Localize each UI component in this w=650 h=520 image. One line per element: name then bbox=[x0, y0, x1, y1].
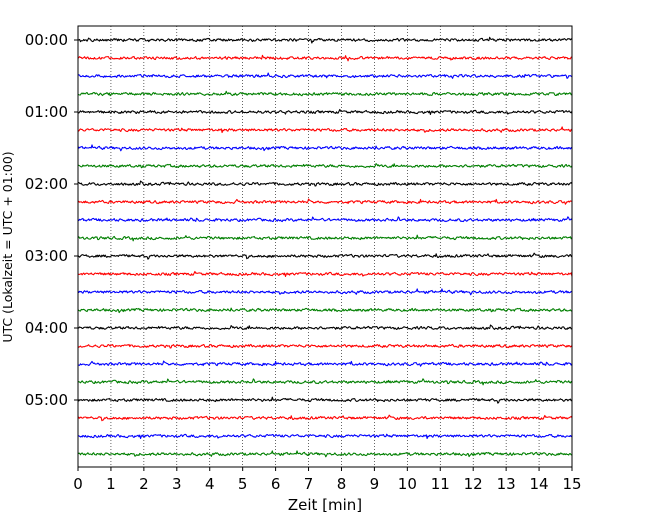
trace-0115 bbox=[77, 126, 573, 134]
x-tick-label: 5 bbox=[238, 475, 248, 493]
y-tick-label: 02:00 bbox=[25, 175, 68, 193]
trace-0530 bbox=[77, 433, 573, 440]
trace-0130 bbox=[77, 144, 573, 152]
trace-0400 bbox=[77, 324, 573, 330]
trace-0300 bbox=[77, 252, 573, 260]
y-axis-label: UTC (Lokalzeit = UTC + 01:00) bbox=[0, 151, 15, 342]
trace-0415 bbox=[77, 343, 573, 349]
y-tick-label: 01:00 bbox=[25, 103, 68, 121]
seismogram-traces bbox=[77, 36, 573, 458]
y-tick-label: 04:00 bbox=[25, 319, 68, 337]
trace-0315 bbox=[77, 270, 573, 278]
trace-0445 bbox=[77, 378, 573, 386]
x-tick-label: 13 bbox=[497, 475, 516, 493]
y-tick-label: 05:00 bbox=[25, 391, 68, 409]
trace-0345 bbox=[77, 307, 573, 314]
trace-0215 bbox=[77, 198, 573, 205]
x-tick-label: 8 bbox=[337, 475, 347, 493]
x-tick-label: 14 bbox=[530, 475, 549, 493]
trace-0245 bbox=[77, 234, 573, 242]
trace-0200 bbox=[77, 180, 573, 187]
trace-0500 bbox=[77, 396, 573, 404]
y-axis-ticks: 00:00 01:00 02:00 03:00 04:00 05:00 bbox=[25, 31, 78, 409]
x-tick-label: 4 bbox=[205, 475, 215, 493]
x-tick-label: 0 bbox=[73, 475, 83, 493]
x-tick-label: 12 bbox=[464, 475, 483, 493]
x-tick-label: 15 bbox=[562, 475, 581, 493]
x-tick-label: 3 bbox=[172, 475, 182, 493]
x-tick-label: 9 bbox=[370, 475, 380, 493]
trace-0100 bbox=[77, 108, 573, 116]
trace-0015 bbox=[77, 54, 573, 62]
x-axis-ticks: 0 1 2 3 4 5 6 7 8 9 10 11 12 13 14 15 bbox=[73, 467, 582, 493]
y-tick-label: 00:00 bbox=[25, 31, 68, 49]
plot-frame bbox=[77, 25, 573, 468]
y-tick-label: 03:00 bbox=[25, 247, 68, 265]
x-tick-label: 10 bbox=[398, 475, 417, 493]
x-tick-label: 6 bbox=[271, 475, 281, 493]
trace-0030 bbox=[77, 72, 573, 79]
trace-0000 bbox=[78, 36, 573, 44]
trace-0145 bbox=[77, 163, 573, 169]
x-tick-label: 11 bbox=[431, 475, 450, 493]
trace-0545 bbox=[77, 450, 573, 458]
x-tick-label: 2 bbox=[139, 475, 149, 493]
trace-0330 bbox=[77, 288, 573, 296]
trace-0045 bbox=[77, 90, 573, 97]
trace-0515 bbox=[77, 414, 573, 422]
x-tick-label: 1 bbox=[106, 475, 116, 493]
x-tick-label: 7 bbox=[304, 475, 314, 493]
trace-0230 bbox=[77, 216, 573, 223]
trace-0430 bbox=[77, 360, 573, 367]
x-axis-label: Zeit [min] bbox=[288, 496, 362, 514]
